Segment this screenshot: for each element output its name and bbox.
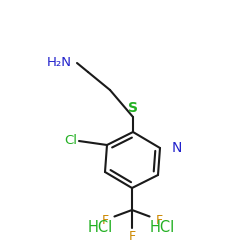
Text: HCl: HCl bbox=[150, 220, 174, 236]
Text: N: N bbox=[172, 141, 182, 155]
Text: H₂N: H₂N bbox=[47, 56, 72, 70]
Text: F: F bbox=[102, 214, 108, 226]
Text: S: S bbox=[128, 101, 138, 115]
Text: HCl: HCl bbox=[88, 220, 112, 236]
Text: F: F bbox=[156, 214, 162, 226]
Text: F: F bbox=[128, 230, 136, 243]
Text: Cl: Cl bbox=[64, 134, 77, 147]
